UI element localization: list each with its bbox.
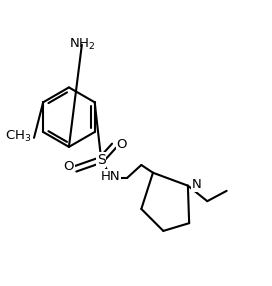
Text: NH$_2$: NH$_2$ bbox=[69, 37, 95, 52]
Text: S: S bbox=[97, 153, 106, 167]
Text: HN: HN bbox=[100, 170, 120, 183]
Text: O: O bbox=[116, 138, 127, 151]
Text: CH$_3$: CH$_3$ bbox=[5, 129, 32, 144]
Text: N: N bbox=[192, 178, 202, 191]
Text: O: O bbox=[64, 160, 74, 173]
